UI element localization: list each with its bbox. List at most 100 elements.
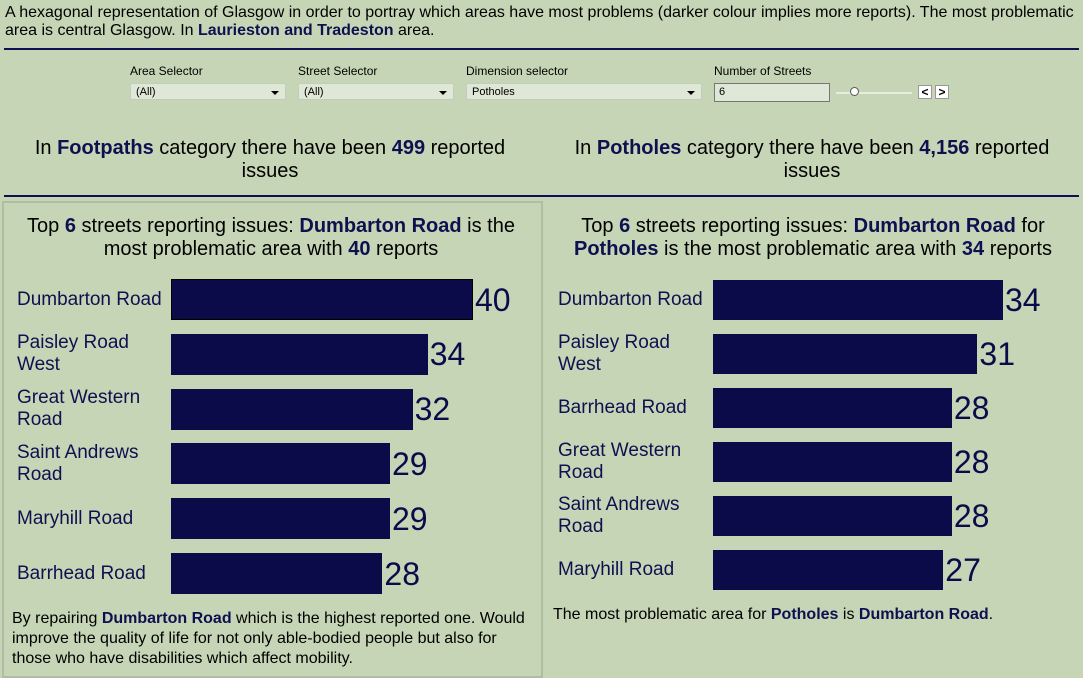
street-selector-dropdown[interactable]: (All) bbox=[298, 83, 454, 100]
title-text: streets reporting issues: bbox=[630, 215, 854, 237]
bar[interactable] bbox=[171, 388, 413, 430]
title-text: reports bbox=[984, 238, 1052, 260]
summary-text: In bbox=[34, 137, 58, 159]
number-of-streets: Number of Streets 6 bbox=[714, 64, 830, 102]
summary-text: category there have been bbox=[681, 137, 920, 159]
bar-label: Great Western Road bbox=[558, 440, 682, 483]
title-text: streets reporting issues: bbox=[75, 215, 300, 237]
dimension-selector-value: Potholes bbox=[472, 86, 515, 98]
bar-value-label: 31 bbox=[979, 336, 1015, 372]
bar-label: Maryhill Road bbox=[558, 559, 675, 580]
title-count: 6 bbox=[64, 215, 76, 237]
header-divider bbox=[4, 48, 1079, 50]
title-text: is the most problematic area with bbox=[103, 215, 515, 260]
next-button[interactable]: > bbox=[935, 85, 949, 99]
chevron-down-icon bbox=[439, 91, 447, 95]
footer-street: Dumbarton Road bbox=[858, 606, 989, 623]
summary-divider bbox=[4, 195, 1079, 197]
dimension-selector-label: Dimension selector bbox=[466, 64, 569, 78]
bar[interactable] bbox=[713, 496, 952, 536]
title-street: Dumbarton Road bbox=[853, 215, 1016, 237]
footer-text: which is the highest reported one. Would… bbox=[12, 610, 525, 667]
footer-text: . bbox=[988, 606, 994, 623]
bar[interactable] bbox=[171, 443, 390, 485]
bar-value-label: 28 bbox=[953, 390, 990, 426]
number-of-streets-slider-handle[interactable] bbox=[850, 87, 859, 96]
street-selector-value: (All) bbox=[304, 86, 324, 98]
bar-label: Saint Andrews Road bbox=[558, 494, 680, 537]
bar-label: Barrhead Road bbox=[17, 562, 146, 584]
dashboard-description: A hexagonal representation of Glasgow in… bbox=[5, 4, 1080, 40]
bar[interactable] bbox=[713, 280, 1003, 320]
bar[interactable] bbox=[171, 498, 390, 540]
title-text: Top bbox=[27, 215, 65, 237]
title-text: is the most problematic area with bbox=[658, 238, 962, 260]
summary-text: reported issues bbox=[783, 137, 1050, 182]
bar-value-label: 27 bbox=[945, 552, 981, 588]
summary-text: reported issues bbox=[241, 137, 506, 182]
bar-value-label: 40 bbox=[475, 281, 511, 318]
street-selector-label: Street Selector bbox=[298, 64, 378, 78]
bar[interactable] bbox=[171, 333, 428, 375]
footer-text: is bbox=[838, 606, 859, 623]
summary-text: In bbox=[574, 137, 597, 159]
chevron-down-icon bbox=[687, 91, 695, 95]
left-chart-panel bbox=[2, 201, 543, 678]
summary-category: Footpaths bbox=[57, 137, 154, 159]
area-selector-label: Area Selector bbox=[130, 64, 203, 78]
footer-street: Dumbarton Road bbox=[101, 610, 232, 627]
title-street: Dumbarton Road bbox=[299, 215, 462, 237]
title-count: 6 bbox=[619, 215, 631, 237]
left-chart-title: Top 6 streets reporting issues: Dumbarto… bbox=[14, 215, 528, 261]
number-of-streets-slider-track[interactable] bbox=[836, 92, 912, 94]
bar-label: Saint Andrews Road bbox=[17, 441, 139, 485]
title-text: Top bbox=[581, 215, 620, 237]
bar[interactable] bbox=[713, 388, 952, 428]
bar-value-label: 29 bbox=[391, 500, 428, 537]
description-text: A hexagonal representation of Glasgow in… bbox=[5, 4, 1074, 39]
bar-value-label: 34 bbox=[1005, 282, 1041, 318]
summary-right: In Potholes category there have been 4,1… bbox=[562, 137, 1062, 183]
title-reports: 40 bbox=[348, 238, 371, 260]
bar[interactable] bbox=[713, 550, 944, 590]
bar-label: Great Western Road bbox=[17, 387, 141, 431]
bar[interactable] bbox=[171, 279, 473, 320]
dimension-selector-dropdown[interactable]: Potholes bbox=[466, 83, 702, 100]
description-highlight: Laurieston and Tradeston bbox=[197, 22, 394, 39]
area-selector-value: (All) bbox=[136, 86, 156, 98]
title-text: for bbox=[1015, 215, 1045, 237]
area-selector: Area Selector (All) bbox=[130, 64, 286, 100]
bar-value-label: 34 bbox=[429, 336, 466, 373]
right-chart-title: Top 6 streets reporting issues: Dumbarto… bbox=[556, 215, 1070, 261]
description-text-end: area. bbox=[393, 22, 435, 39]
number-of-streets-label: Number of Streets bbox=[714, 64, 812, 78]
bar-value-label: 28 bbox=[953, 444, 990, 480]
title-category: Potholes bbox=[574, 238, 659, 260]
bar-value-label: 32 bbox=[414, 391, 451, 428]
bar-label: Barrhead Road bbox=[558, 397, 687, 418]
bar-label: Dumbarton Road bbox=[558, 289, 703, 310]
footer-text: By repairing bbox=[12, 610, 102, 627]
area-selector-dropdown[interactable]: (All) bbox=[130, 83, 286, 100]
bar[interactable] bbox=[171, 553, 383, 594]
footer-text: The most problematic area for bbox=[553, 606, 771, 623]
summary-count: 4,156 bbox=[919, 137, 970, 159]
bar-label: Paisley Road West bbox=[558, 332, 670, 375]
summary-count: 499 bbox=[391, 137, 426, 159]
summary-category: Potholes bbox=[596, 137, 682, 159]
street-selector: Street Selector (All) bbox=[298, 64, 454, 100]
bar[interactable] bbox=[713, 334, 978, 374]
bar[interactable] bbox=[713, 442, 952, 482]
bar-label: Maryhill Road bbox=[17, 507, 134, 529]
previous-button[interactable]: < bbox=[918, 85, 932, 99]
right-footer-note: The most problematic area for Potholes i… bbox=[553, 605, 1073, 625]
bar-value-label: 28 bbox=[384, 555, 420, 592]
dimension-selector: Dimension selector Potholes bbox=[466, 64, 702, 100]
title-text: reports bbox=[370, 238, 439, 260]
number-of-streets-input[interactable]: 6 bbox=[714, 83, 830, 102]
left-footer-note: By repairing Dumbarton Road which is the… bbox=[12, 609, 532, 669]
summary-left: In Footpaths category there have been 49… bbox=[20, 137, 520, 183]
bar-label: Paisley Road West bbox=[17, 332, 129, 376]
chevron-down-icon bbox=[271, 91, 279, 95]
summary-text: category there have been bbox=[153, 137, 392, 159]
